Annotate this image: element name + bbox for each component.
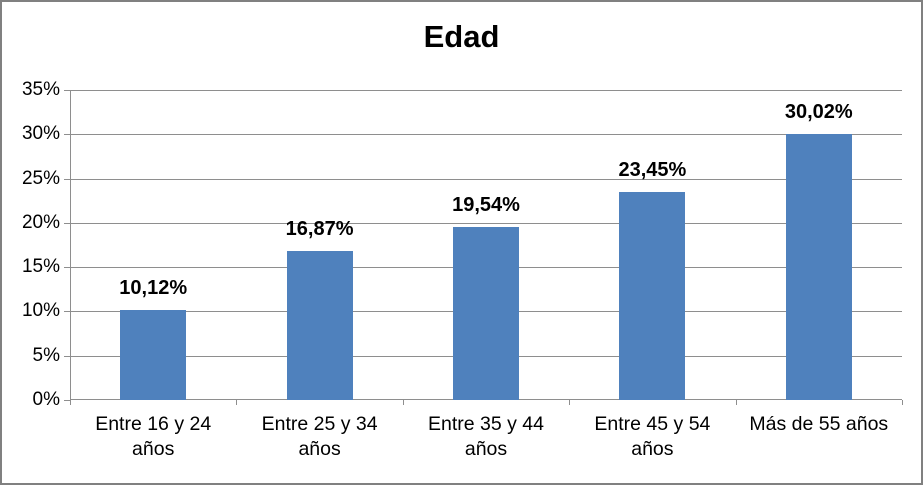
y-axis-tick-label: 5% bbox=[32, 344, 60, 366]
gridline-35% bbox=[70, 90, 902, 91]
x-axis-category-label-3: Entre 35 y 44 años bbox=[428, 413, 544, 460]
bar-3 bbox=[453, 226, 519, 400]
y-axis-tick-label: 0% bbox=[32, 389, 60, 410]
x-axis-category-label-2: Entre 25 y 34 años bbox=[261, 413, 378, 460]
y-axis-tick-label: 15% bbox=[21, 256, 60, 278]
data-label-4: 23,45% bbox=[618, 159, 687, 182]
y-tick-mark bbox=[64, 90, 70, 91]
y-tick-mark bbox=[64, 267, 70, 269]
data-label-5: 30,02% bbox=[784, 101, 853, 124]
gridline-30% bbox=[70, 134, 902, 136]
y-axis-tick-label: 25% bbox=[21, 167, 60, 189]
x-tick-mark bbox=[236, 400, 238, 405]
y-axis-tick-label: 20% bbox=[21, 211, 60, 233]
plot-area: 0% 5% 10% 15% 20% 25% 30% 35% 10,12% Entre 16 y 2… bbox=[22, 80, 903, 460]
bar-4 bbox=[619, 192, 686, 400]
y-tick-mark bbox=[64, 178, 70, 180]
y-tick-mark bbox=[64, 311, 70, 313]
x-axis-category-label-4: Entre 45 y 54 años bbox=[594, 413, 711, 460]
y-tick-mark bbox=[64, 355, 70, 357]
x-axis-category-label-1: Entre 16 y 24 años bbox=[95, 413, 212, 460]
y-axis-tick-label: 30% bbox=[21, 123, 60, 145]
data-label-3: 19,54% bbox=[452, 193, 520, 216]
x-tick-mark bbox=[735, 400, 737, 405]
gridline-20% bbox=[70, 222, 902, 224]
bar-5 bbox=[785, 134, 852, 400]
data-label-2: 16,87% bbox=[285, 217, 354, 240]
y-axis-line bbox=[70, 90, 71, 405]
y-axis-tick-label: 10% bbox=[21, 300, 60, 322]
y-tick-mark bbox=[64, 134, 70, 136]
gridline-25% bbox=[70, 178, 902, 180]
y-tick-mark bbox=[64, 400, 70, 401]
x-tick-mark bbox=[402, 400, 404, 405]
x-tick-mark bbox=[902, 400, 903, 405]
y-axis-tick-label: 35% bbox=[21, 79, 60, 100]
x-tick-mark bbox=[70, 400, 71, 405]
bar-2 bbox=[286, 250, 353, 400]
data-label-1: 10,12% bbox=[119, 277, 188, 300]
chart-title: Edad bbox=[423, 19, 500, 54]
x-axis-category-label-5: Más de 55 años bbox=[749, 413, 889, 435]
x-tick-mark bbox=[569, 400, 571, 405]
y-tick-mark bbox=[64, 222, 70, 224]
bar-1 bbox=[120, 310, 187, 400]
